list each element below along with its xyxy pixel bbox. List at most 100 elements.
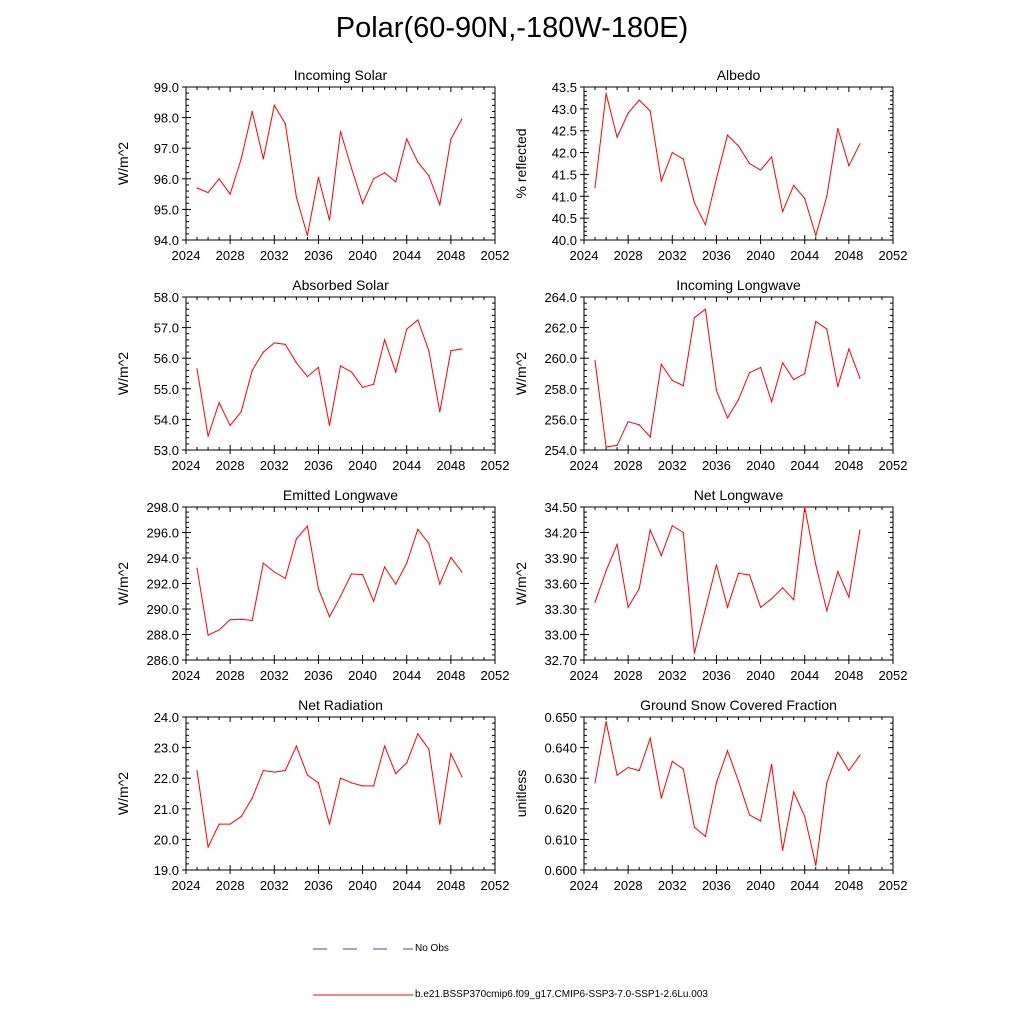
y-axis-label: W/m^2	[115, 772, 131, 815]
data-point	[671, 151, 673, 154]
data-point	[627, 112, 629, 114]
data-point	[240, 815, 242, 818]
data-point	[826, 610, 828, 612]
data-point	[771, 763, 773, 766]
x-tick-label: 2048	[436, 248, 465, 263]
data-point	[439, 411, 441, 413]
x-tick-label: 2052	[481, 458, 510, 473]
x-tick-label: 2032	[260, 248, 289, 263]
plot-frame	[185, 86, 496, 241]
y-tick-label: 24.0	[154, 710, 179, 725]
data-point	[229, 424, 231, 427]
data-point	[262, 769, 264, 772]
x-tick-label: 2024	[172, 458, 201, 473]
data-point	[627, 421, 629, 423]
data-point	[284, 577, 286, 580]
y-tick-label: 43.5	[552, 80, 577, 95]
data-point	[715, 782, 718, 784]
data-point	[395, 773, 397, 775]
data-point	[605, 92, 607, 95]
data-point	[826, 328, 828, 330]
data-point	[737, 572, 740, 574]
data-point	[826, 782, 828, 784]
y-tick-label: 22.0	[154, 771, 179, 786]
data-point	[384, 172, 386, 174]
x-tick-label: 2032	[260, 668, 289, 683]
x-tick-label: 2048	[834, 668, 863, 683]
data-point	[627, 606, 629, 608]
y-tick-label: 96.0	[154, 172, 179, 187]
x-tick-label: 2032	[658, 458, 687, 473]
data-point	[428, 542, 430, 544]
data-point	[782, 849, 784, 851]
data-point	[207, 634, 209, 636]
y-tick-label: 33.60	[544, 577, 577, 592]
y-tick-label: 99.0	[154, 80, 179, 95]
y-tick-label: 95.0	[154, 202, 179, 217]
data-point	[229, 823, 231, 825]
data-point	[339, 777, 342, 779]
data-point	[196, 368, 198, 370]
data-point	[616, 444, 618, 447]
data-point	[594, 601, 596, 603]
data-point	[461, 776, 463, 778]
x-tick-label: 2024	[172, 248, 201, 263]
data-point	[361, 785, 364, 787]
data-point	[793, 379, 795, 381]
series-line	[594, 308, 861, 448]
data-point	[317, 588, 320, 590]
y-tick-label: 288.0	[146, 628, 179, 643]
data-point	[262, 562, 264, 564]
data-point	[704, 608, 706, 610]
data-point	[693, 202, 695, 204]
data-point	[428, 175, 430, 177]
panel-title: Incoming Solar	[294, 67, 388, 83]
data-point	[793, 791, 795, 793]
y-axis-label: W/m^2	[115, 562, 131, 605]
data-point	[251, 619, 253, 622]
plot-frame	[185, 506, 496, 661]
y-tick-label: 262.0	[544, 321, 577, 336]
y-tick-label: 34.20	[544, 526, 577, 541]
chart-panel-8: Ground Snow Covered Fraction unitless 2024…	[513, 697, 907, 893]
panel-title: Net Radiation	[298, 697, 383, 713]
data-point	[417, 528, 419, 530]
x-tick-label: 2052	[879, 458, 908, 473]
x-tick-label: 2048	[834, 878, 863, 893]
x-tick-label: 2028	[614, 878, 643, 893]
data-point	[715, 564, 718, 566]
x-tick-label: 2040	[348, 458, 377, 473]
data-point	[439, 823, 441, 825]
x-tick-label: 2044	[392, 248, 421, 263]
data-point	[782, 362, 784, 364]
x-tick-label: 2044	[790, 878, 819, 893]
panel-title: Incoming Longwave	[676, 277, 801, 293]
data-point	[373, 383, 375, 385]
data-point	[196, 769, 198, 772]
data-point	[804, 815, 806, 818]
x-tick-label: 2032	[658, 878, 687, 893]
x-tick-label: 2036	[304, 878, 333, 893]
data-point	[837, 751, 839, 753]
data-point	[737, 145, 740, 147]
x-tick-label: 2024	[570, 878, 599, 893]
y-axis-label: W/m^2	[115, 142, 131, 185]
data-point	[815, 564, 817, 566]
y-axis-label: W/m^2	[513, 562, 529, 605]
x-tick-label: 2032	[260, 458, 289, 473]
data-point	[317, 782, 320, 784]
data-point	[461, 348, 463, 350]
data-point	[793, 184, 795, 186]
y-tick-label: 296.0	[146, 526, 179, 541]
data-point	[273, 342, 275, 344]
data-point	[748, 372, 751, 374]
x-tick-label: 2028	[614, 458, 643, 473]
data-point	[848, 769, 850, 772]
x-tick-label: 2036	[304, 248, 333, 263]
plot-frame	[583, 716, 894, 871]
x-tick-label: 2052	[481, 248, 510, 263]
y-tick-label: 40.5	[552, 211, 577, 226]
data-point	[306, 525, 308, 527]
data-point	[759, 820, 762, 822]
